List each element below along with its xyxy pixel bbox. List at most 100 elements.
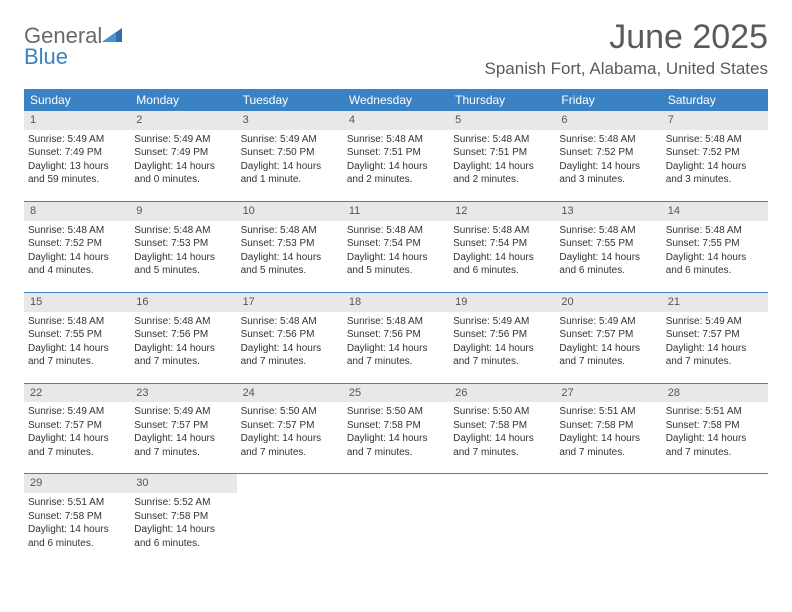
calendar-week: 22Sunrise: 5:49 AMSunset: 7:57 PMDayligh… (24, 383, 768, 466)
location-label: Spanish Fort, Alabama, United States (485, 59, 769, 79)
day-number: 4 (343, 111, 449, 130)
day-number: 1 (24, 111, 130, 130)
sunrise-text: Sunrise: 5:48 AM (241, 315, 339, 329)
weekday-label: Friday (555, 89, 661, 111)
daylight-text: and 5 minutes. (134, 264, 232, 278)
sunset-text: Sunset: 7:54 PM (347, 237, 445, 251)
calendar-cell: 21Sunrise: 5:49 AMSunset: 7:57 PMDayligh… (662, 293, 768, 375)
sunrise-text: Sunrise: 5:48 AM (134, 315, 232, 329)
sunrise-text: Sunrise: 5:50 AM (347, 405, 445, 419)
day-number: 30 (130, 474, 236, 493)
calendar-cell: 25Sunrise: 5:50 AMSunset: 7:58 PMDayligh… (343, 384, 449, 466)
day-number: 24 (237, 384, 343, 403)
day-number: 14 (662, 202, 768, 221)
sunrise-text: Sunrise: 5:48 AM (347, 315, 445, 329)
daylight-text: and 5 minutes. (241, 264, 339, 278)
daylight-text: and 6 minutes. (666, 264, 764, 278)
daylight-text: and 6 minutes. (453, 264, 551, 278)
day-number: 26 (449, 384, 555, 403)
sunset-text: Sunset: 7:55 PM (28, 328, 126, 342)
day-number: 2 (130, 111, 236, 130)
calendar-cell: 1Sunrise: 5:49 AMSunset: 7:49 PMDaylight… (24, 111, 130, 193)
sunrise-text: Sunrise: 5:48 AM (347, 133, 445, 147)
daylight-text: Daylight: 14 hours (453, 251, 551, 265)
daylight-text: and 6 minutes. (559, 264, 657, 278)
calendar-cell: 29Sunrise: 5:51 AMSunset: 7:58 PMDayligh… (24, 474, 130, 556)
daylight-text: Daylight: 14 hours (347, 160, 445, 174)
daylight-text: Daylight: 14 hours (453, 160, 551, 174)
sunset-text: Sunset: 7:58 PM (666, 419, 764, 433)
sunset-text: Sunset: 7:58 PM (28, 510, 126, 524)
sunrise-text: Sunrise: 5:48 AM (666, 133, 764, 147)
sunset-text: Sunset: 7:57 PM (28, 419, 126, 433)
sunrise-text: Sunrise: 5:48 AM (666, 224, 764, 238)
daylight-text: and 3 minutes. (666, 173, 764, 187)
sunset-text: Sunset: 7:57 PM (666, 328, 764, 342)
daylight-text: Daylight: 14 hours (347, 251, 445, 265)
day-number: 22 (24, 384, 130, 403)
calendar-cell: 14 Sunrise: 5:48 AMSunset: 7:55 PMDayligh… (662, 202, 768, 284)
sunrise-text: Sunrise: 5:48 AM (241, 224, 339, 238)
day-number: 12 (449, 202, 555, 221)
sunrise-text: Sunrise: 5:51 AM (28, 496, 126, 510)
weekday-label: Tuesday (237, 89, 343, 111)
weekday-label: Wednesday (343, 89, 449, 111)
daylight-text: and 7 minutes. (666, 355, 764, 369)
day-number: 15 (24, 293, 130, 312)
daylight-text: Daylight: 14 hours (666, 342, 764, 356)
daylight-text: Daylight: 14 hours (559, 432, 657, 446)
daylight-text: Daylight: 14 hours (28, 251, 126, 265)
sunset-text: Sunset: 7:57 PM (241, 419, 339, 433)
sunset-text: Sunset: 7:53 PM (134, 237, 232, 251)
calendar-cell: 10Sunrise: 5:48 AMSunset: 7:53 PMDayligh… (237, 202, 343, 284)
logo-triangle-icon (102, 28, 122, 42)
sunrise-text: Sunrise: 5:50 AM (453, 405, 551, 419)
day-number: 6 (555, 111, 661, 130)
day-number: 13 (555, 202, 661, 221)
daylight-text: and 7 minutes. (347, 355, 445, 369)
sunset-text: Sunset: 7:56 PM (134, 328, 232, 342)
calendar-cell: 27Sunrise: 5:51 AMSunset: 7:58 PMDayligh… (555, 384, 661, 466)
sunset-text: Sunset: 7:56 PM (241, 328, 339, 342)
daylight-text: and 6 minutes. (134, 537, 232, 551)
day-number: 9 (130, 202, 236, 221)
daylight-text: and 7 minutes. (453, 355, 551, 369)
sunrise-text: Sunrise: 5:49 AM (666, 315, 764, 329)
sunrise-text: Sunrise: 5:48 AM (347, 224, 445, 238)
day-number: 16 (130, 293, 236, 312)
daylight-text: and 7 minutes. (28, 446, 126, 460)
daylight-text: Daylight: 14 hours (666, 251, 764, 265)
calendar-cell: 11Sunrise: 5:48 AMSunset: 7:54 PMDayligh… (343, 202, 449, 284)
day-number: 19 (449, 293, 555, 312)
daylight-text: and 5 minutes. (347, 264, 445, 278)
calendar-cell: 24Sunrise: 5:50 AMSunset: 7:57 PMDayligh… (237, 384, 343, 466)
sunrise-text: Sunrise: 5:48 AM (559, 133, 657, 147)
calendar-cell (449, 474, 555, 556)
sunrise-text: Sunrise: 5:52 AM (134, 496, 232, 510)
daylight-text: Daylight: 14 hours (28, 523, 126, 537)
sunset-text: Sunset: 7:56 PM (347, 328, 445, 342)
calendar-week: 29Sunrise: 5:51 AMSunset: 7:58 PMDayligh… (24, 473, 768, 556)
calendar-week: 1Sunrise: 5:49 AMSunset: 7:49 PMDaylight… (24, 111, 768, 193)
daylight-text: Daylight: 14 hours (347, 342, 445, 356)
daylight-text: Daylight: 14 hours (559, 251, 657, 265)
daylight-text: and 7 minutes. (666, 446, 764, 460)
daylight-text: and 7 minutes. (134, 355, 232, 369)
sunset-text: Sunset: 7:51 PM (347, 146, 445, 160)
sunrise-text: Sunrise: 5:48 AM (453, 133, 551, 147)
daylight-text: Daylight: 14 hours (241, 251, 339, 265)
sunset-text: Sunset: 7:55 PM (666, 237, 764, 251)
weekday-label: Saturday (662, 89, 768, 111)
calendar-cell: 16Sunrise: 5:48 AMSunset: 7:56 PMDayligh… (130, 293, 236, 375)
calendar-cell: 3Sunrise: 5:49 AMSunset: 7:50 PMDaylight… (237, 111, 343, 193)
day-number: 8 (24, 202, 130, 221)
sunrise-text: Sunrise: 5:48 AM (453, 224, 551, 238)
weekday-label: Sunday (24, 89, 130, 111)
daylight-text: and 7 minutes. (28, 355, 126, 369)
day-number: 7 (662, 111, 768, 130)
calendar-cell: 13Sunrise: 5:48 AMSunset: 7:55 PMDayligh… (555, 202, 661, 284)
sunset-text: Sunset: 7:56 PM (453, 328, 551, 342)
sunset-text: Sunset: 7:58 PM (347, 419, 445, 433)
sunset-text: Sunset: 7:52 PM (666, 146, 764, 160)
daylight-text: and 1 minute. (241, 173, 339, 187)
